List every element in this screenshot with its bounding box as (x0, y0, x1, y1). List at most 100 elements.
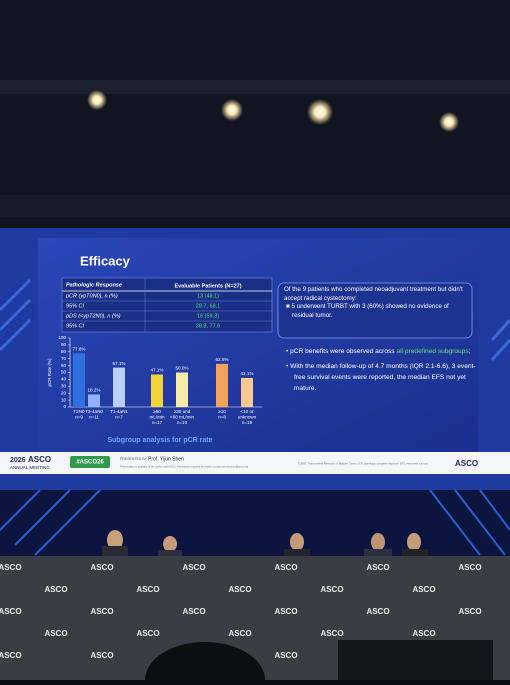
footer-year: 2026 (10, 457, 26, 464)
banner-logo: ASCO (228, 585, 251, 594)
presented-by: PRESENTED BY: (120, 457, 148, 461)
slide-title: Efficacy (80, 253, 131, 268)
bar (241, 377, 253, 407)
stage-lights (87, 90, 459, 132)
y-tick-label: 80 (61, 349, 67, 354)
banner-logo: ASCO (182, 607, 205, 616)
x-tick-label: T2N0 (73, 409, 85, 414)
slide (38, 238, 478, 452)
note-bullet-text: 5 underwent TURBT with 3 (60%) showed no… (291, 303, 449, 319)
x-tick-label: T3-4aN0 (85, 409, 103, 414)
bullet-text: ; (468, 348, 471, 355)
table-cell: 95% CI (66, 303, 85, 309)
banner-logo: ASCO (274, 563, 297, 572)
table-cell: 16 (59.3) (197, 313, 219, 319)
y-tick-label: 60 (61, 363, 67, 368)
y-tick-label: 100 (58, 335, 66, 340)
note-box-text: Of the 9 patients who completed neoadjuv… (284, 286, 463, 319)
value-label: 50.0% (175, 366, 188, 371)
table-cell: 13 (48.1) (197, 293, 219, 299)
banner-logo: ASCO (182, 563, 205, 572)
x-tick-label: n=7 (115, 415, 123, 420)
banner-logo: ASCO (90, 607, 113, 616)
y-tick-label: 70 (61, 356, 67, 361)
abbreviations: TURBT, Transurethral Resection of Bladde… (298, 462, 429, 466)
banner-logo: ASCO (90, 563, 113, 572)
y-axis-label: pCR Rate (%) (47, 358, 52, 387)
bar (73, 353, 85, 407)
ceiling (0, 0, 510, 230)
value-label: 77.8% (72, 347, 85, 352)
table-header: Pathologic Response (66, 282, 122, 288)
stage-panels (0, 489, 510, 556)
x-tick-label: n=9 (75, 415, 83, 420)
table-cell: pCR (ypT0N0), n (%) (65, 293, 118, 299)
stage-monitor (338, 640, 493, 680)
x-tick-label: mL/min (149, 415, 165, 420)
value-label: 62.5% (215, 357, 228, 362)
footer-logo: ASCO (455, 459, 478, 468)
stage-backdrop (0, 490, 510, 560)
hashtag: #ASCO26 (76, 460, 104, 466)
footer-org: ASCO (28, 455, 51, 464)
bullet-text: pCR benefits were observed across (290, 348, 397, 355)
bullet-highlight: all predefined subgroups (396, 348, 469, 355)
x-tick-label: <10 or (240, 409, 254, 414)
table-cell: 28.7, 68.1 (196, 303, 220, 309)
note-box (277, 282, 473, 339)
disclaimer: Presentation is property of the author a… (120, 465, 249, 469)
hashtag-pill (70, 456, 110, 468)
bar (216, 363, 228, 407)
banner-logo: ASCO (44, 629, 67, 638)
banner-logo: ASCO (0, 563, 22, 572)
slide-footer (0, 452, 510, 474)
footer-meeting: ANNUAL MEETING (10, 465, 50, 470)
banner-logo: ASCO (320, 585, 343, 594)
banner-logo: ASCO (44, 585, 67, 594)
chart-caption: Subgroup analysis for pCR rate (107, 437, 212, 444)
x-tick-label: n=17 (152, 420, 163, 425)
panelists (102, 530, 428, 558)
x-tick-label: n=19 (242, 420, 253, 425)
bar (88, 394, 100, 407)
banner-logo: ASCO (0, 651, 22, 660)
note-bullet: ■ 5 underwent TURBT with 3 (60%) showed … (286, 303, 449, 319)
x-tick-label: n=8 (218, 415, 226, 420)
table-cell: pDS (<ypT2N0), n (%) (65, 313, 121, 319)
value-label: 18.2% (87, 388, 100, 393)
banner-logo: ASCO (458, 563, 481, 572)
banner-logo: ASCO (0, 607, 22, 616)
banner-logo: ASCO (228, 629, 251, 638)
x-tick-label: n=11 (89, 415, 99, 420)
x-tick-label: ≥60 (153, 409, 161, 414)
banner-logo: ASCO (90, 651, 113, 660)
table-banner: ASCO ASCO ASCO ASCO ASCO ASCO ASCO ASCO ASCO ASCO… (0, 563, 482, 660)
banner-logo: ASCO (136, 629, 159, 638)
bullet: • pCR benefits were observed across all … (286, 348, 471, 355)
x-tick-label: ≥10 (218, 409, 226, 414)
x-tick-label: n=10 (177, 420, 188, 425)
y-tick-label: 10 (61, 397, 67, 402)
bar (176, 372, 188, 407)
banner-logo: ASCO (136, 585, 159, 594)
table-cell: 95% CI (66, 323, 85, 329)
table-header: Evaluable Patients (N=27) (174, 283, 241, 289)
bar (151, 374, 163, 407)
side-panel (0, 278, 510, 362)
value-label: 42.1% (240, 371, 253, 376)
y-tick-label: 20 (61, 390, 67, 395)
x-tick-label: ≥30 and (174, 409, 191, 414)
bullet: • With the median follow-up of 4.7 month… (286, 363, 476, 392)
y-tick-label: 50 (61, 370, 67, 375)
banner-logo: ASCO (458, 607, 481, 616)
note-text: Of the 9 patients who completed neoadjuv… (284, 286, 463, 302)
y-tick-label: 90 (61, 342, 67, 347)
value-label: 47.1% (150, 368, 163, 373)
x-tick-label: <60 mL/min (170, 415, 195, 420)
bullet-text: With the median follow-up of 4.7 months … (290, 363, 476, 392)
truss (0, 80, 510, 94)
value-label: 57.1% (112, 361, 125, 366)
bullet-list: • pCR benefits were observed across all … (286, 348, 476, 392)
